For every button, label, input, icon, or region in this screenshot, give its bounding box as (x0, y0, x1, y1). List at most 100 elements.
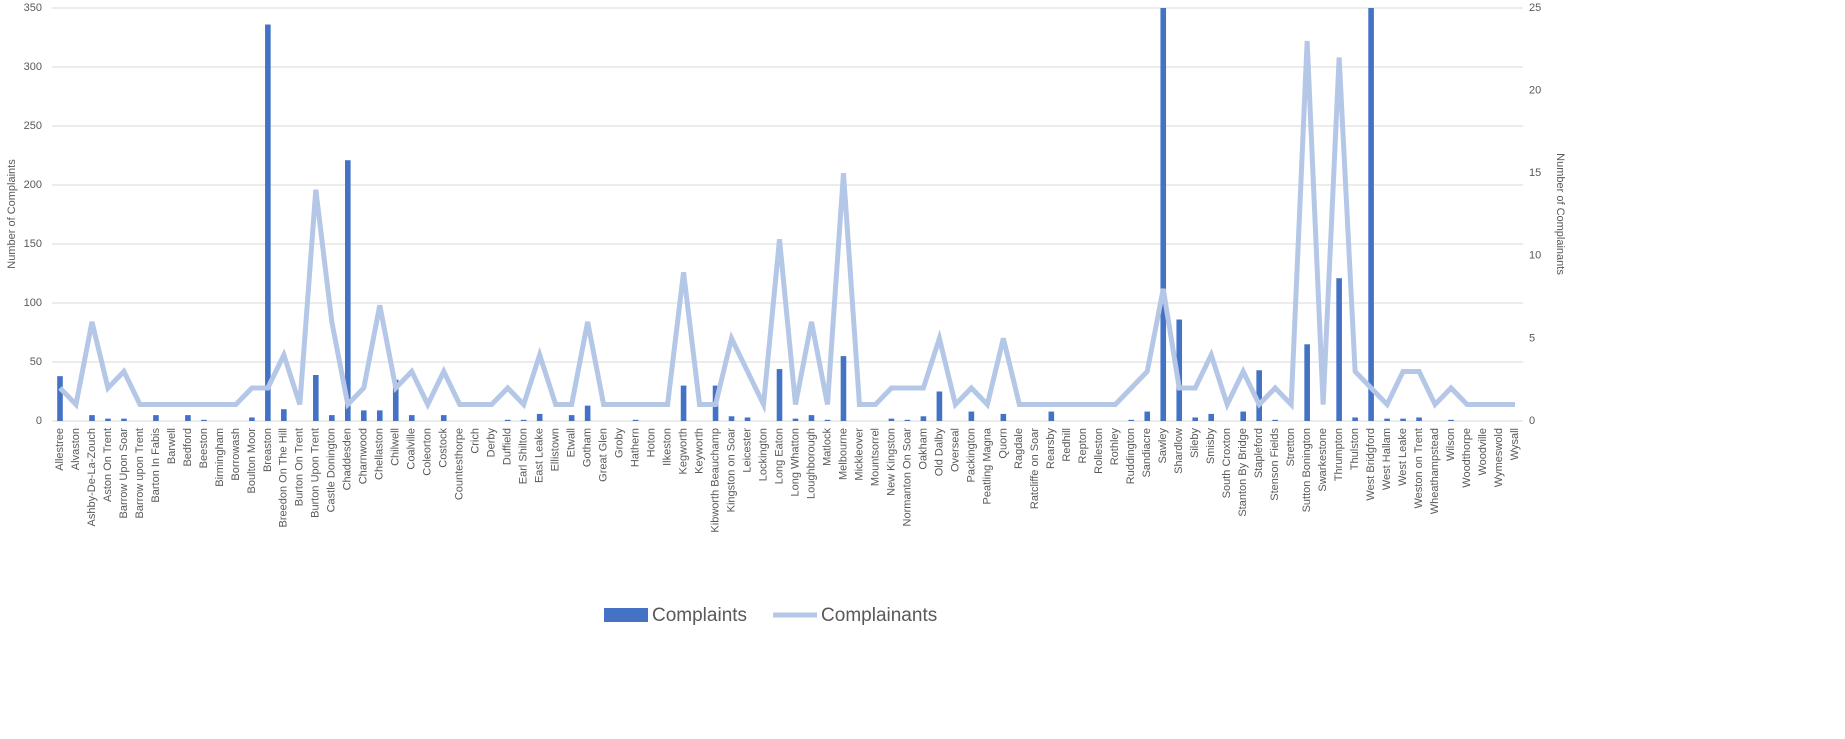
bar (265, 24, 271, 421)
y2-tick-label: 10 (1529, 250, 1541, 262)
y-tick-label: 200 (24, 179, 42, 191)
x-tick-label: Rothley (1109, 428, 1121, 466)
x-tick-label: Woodville (1477, 428, 1489, 476)
x-tick-label: Barrow Upon Soar (118, 428, 130, 519)
x-tick-label: Costock (438, 428, 450, 468)
x-tick-label: Swarkestone (1317, 428, 1329, 492)
line (58, 40, 1516, 414)
x-tick-label: Ruddington (1125, 428, 1137, 484)
bar (360, 410, 367, 421)
bar (936, 391, 943, 421)
x-tick-label: Coalville (406, 428, 418, 470)
bar (1048, 411, 1055, 421)
x-tick-label: Castle Donington (326, 428, 338, 512)
y-tick-label: 100 (24, 297, 42, 309)
x-tick-label: Shardlow (1173, 428, 1185, 474)
x-tick-label: Thrumpton (1333, 428, 1345, 481)
x-tick-label: Ellistown (550, 428, 562, 471)
bar (185, 415, 191, 421)
x-tick-label: Barwell (166, 428, 178, 464)
x-tick-label: Chellaston (374, 428, 386, 480)
x-tick-label: East Leake (534, 428, 546, 483)
x-tick-label: Woodthorpe (1461, 428, 1473, 488)
bar (1240, 411, 1246, 421)
x-tick-label: Leicester (741, 428, 753, 473)
bar (121, 418, 127, 421)
x-tick-label: Wheathampstead (1429, 428, 1441, 514)
legend-label: Complaints (652, 605, 747, 626)
x-tick-label: Barrow upon Trent (134, 428, 146, 519)
bar (57, 376, 63, 421)
x-tick-label: Charnwood (358, 428, 370, 484)
x-tick-label: Beeston (198, 428, 210, 468)
x-tick-label: Sileby (1189, 428, 1201, 458)
y2-axis-label: Number of Complainants (1554, 153, 1566, 275)
x-tick-label: West Hallam (1381, 428, 1393, 490)
x-tick-label: Long Eaton (773, 428, 785, 484)
bar (568, 415, 575, 421)
y2-tick-label: 25 (1529, 2, 1541, 14)
bar (1368, 8, 1374, 421)
y2-tick-label: 0 (1529, 415, 1535, 427)
x-tick-label: Oakham (917, 428, 929, 470)
x-tick-label: Thulston (1349, 428, 1361, 470)
x-tick-label: Lockington (757, 428, 769, 481)
x-tick-label: Melbourne (837, 428, 849, 480)
bar (744, 417, 751, 421)
bar (392, 379, 399, 421)
bar (1448, 419, 1454, 421)
x-tick-label: Earl Shilton (518, 428, 530, 484)
bar (536, 413, 543, 421)
legend-label: Complainants (821, 605, 937, 626)
bar (201, 419, 207, 421)
bar (1336, 278, 1342, 421)
x-tick-label: Allestree (54, 428, 66, 471)
bar (376, 410, 383, 421)
bar (808, 415, 815, 421)
x-tick-label: Burton On Trent (294, 428, 306, 506)
y-tick-label: 350 (24, 2, 42, 14)
x-tick-label: Chaddesden (342, 428, 354, 490)
bar (632, 419, 639, 421)
x-tick-label: Rearsby (1045, 428, 1057, 469)
x-tick-label: Stapleford (1253, 428, 1265, 478)
x-tick-label: Ratcliffe on Soar (1029, 428, 1041, 509)
bar (344, 160, 351, 421)
x-tick-label: Redhill (1061, 428, 1073, 462)
y-tick-label: 250 (24, 120, 42, 132)
bar (504, 419, 511, 421)
x-tick-label: Quorn (997, 428, 1009, 459)
x-tick-label: Barton In Fabis (150, 428, 162, 503)
x-tick-label: Stanton By Bridge (1237, 428, 1249, 517)
x-tick-label: West Bridgford (1365, 428, 1377, 501)
bar (249, 417, 255, 421)
x-tick-label: Wilson (1445, 428, 1457, 461)
x-tick-label: Burton Upon Trent (310, 428, 322, 518)
x-tick-label: Aston On Trent (102, 428, 114, 502)
bar (520, 419, 527, 421)
y-tick-label: 50 (30, 356, 42, 368)
bar (1144, 411, 1151, 421)
x-tick-label: Kibworth Beauchamp (709, 428, 721, 533)
bar (1304, 344, 1310, 421)
bar (313, 374, 319, 421)
x-tick-label: Groby (614, 428, 626, 458)
x-tick-label: Birmingham (214, 428, 226, 487)
x-tick-label: Keyworth (693, 428, 705, 474)
x-tick-label: Breaston (262, 428, 274, 472)
bar (1256, 370, 1262, 421)
x-tick-label: Sandiacre (1141, 428, 1153, 478)
x-tick-label: Kegworth (677, 428, 689, 474)
bar (1272, 419, 1278, 421)
bar (408, 415, 415, 421)
bar (281, 409, 287, 421)
bar (1160, 8, 1167, 421)
bar (792, 418, 799, 421)
x-tick-label: Old Dalby (933, 428, 945, 477)
bar (680, 385, 687, 421)
x-tick-label: Peatling Magna (981, 427, 993, 504)
x-tick-label: Smisby (1205, 428, 1217, 465)
x-tick-label: South Croxton (1221, 428, 1233, 498)
bar (440, 415, 447, 421)
